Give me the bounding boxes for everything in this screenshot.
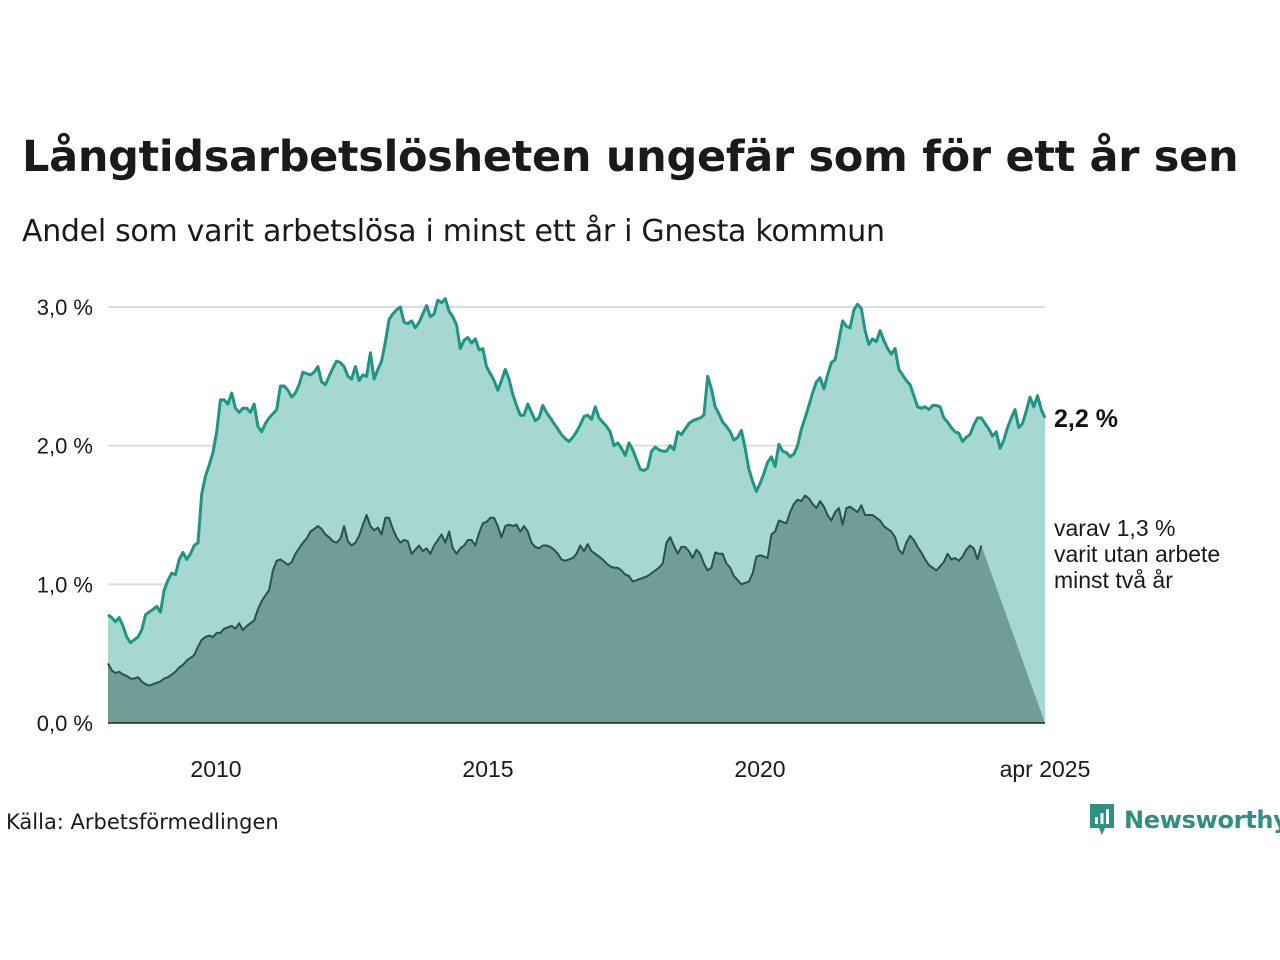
newsworthy-logo-icon [1090, 804, 1114, 835]
x-axis-ticks: 2010 2015 2020 apr 2025 [190, 756, 1090, 782]
series-areas [107, 297, 1047, 723]
end-label-sub-line: varit utan arbete [1054, 541, 1220, 567]
chart-title: Långtidsarbetslösheten ungefär som för e… [22, 132, 1239, 182]
source-note: Källa: Arbetsförmedlingen [6, 810, 279, 834]
x-tick-label: 2020 [734, 756, 785, 782]
newsworthy-logo-text: Newsworthy [1124, 806, 1280, 834]
x-tick-label: 2010 [190, 756, 241, 782]
end-label-sub-line: minst två år [1054, 567, 1173, 593]
end-label-sub: varav 1,3 % varit utan arbete minst två … [1054, 515, 1220, 593]
x-tick-label: apr 2025 [1000, 756, 1091, 782]
y-axis-ticks: 0,0 % 1,0 % 2,0 % 3,0 % [37, 295, 93, 736]
series-line-sub [107, 494, 983, 687]
y-tick-label: 2,0 % [37, 434, 93, 459]
y-tick-label: 0,0 % [37, 711, 93, 736]
series-line-main [107, 297, 1047, 645]
y-tick-label: 3,0 % [37, 295, 93, 320]
end-label-sub-line: varav 1,3 % [1054, 515, 1175, 541]
chart-subtitle: Andel som varit arbetslösa i minst ett å… [22, 214, 885, 249]
newsworthy-logo: Newsworthy [1088, 802, 1280, 838]
end-label-main: 2,2 % [1054, 405, 1118, 433]
x-tick-label: 2015 [462, 756, 513, 782]
y-tick-label: 1,0 % [37, 572, 93, 597]
series-area-sub [108, 495, 1045, 723]
